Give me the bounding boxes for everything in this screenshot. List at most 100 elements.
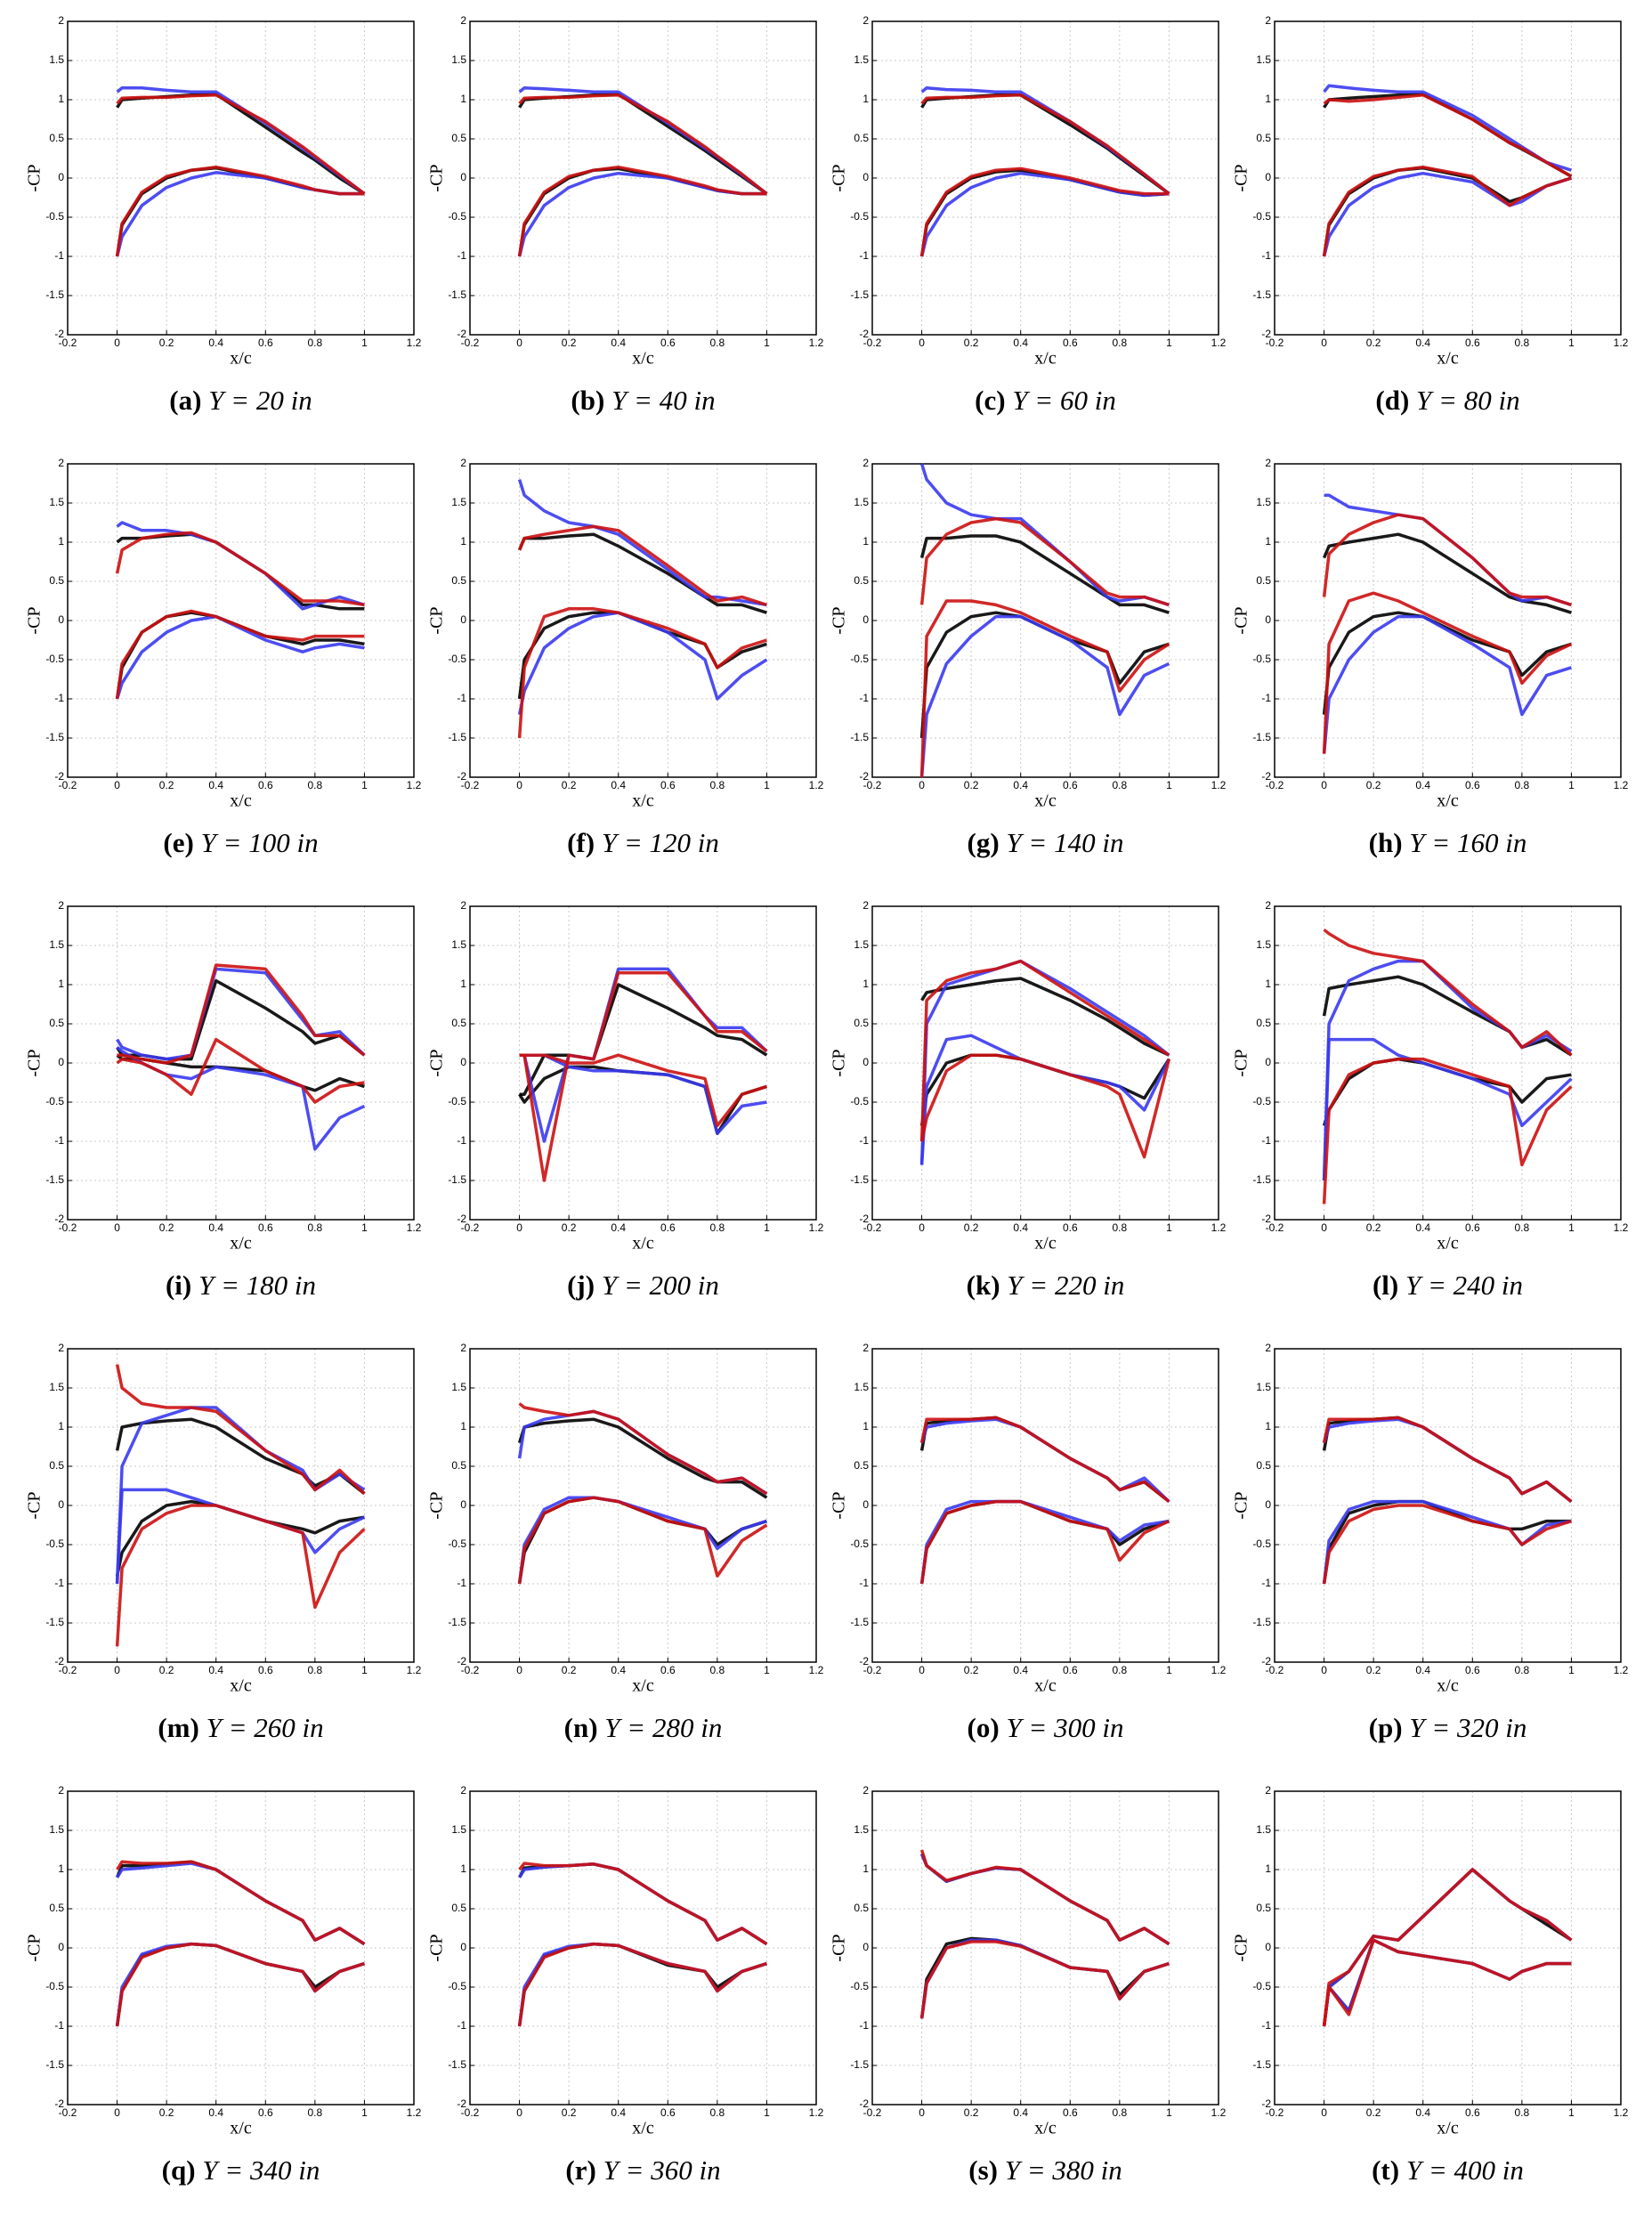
caption-tag: (j) — [567, 1270, 595, 1301]
y-tick-label: 0 — [460, 171, 466, 183]
y-tick-label: 0 — [460, 613, 466, 626]
x-tick-label: 0.4 — [208, 337, 223, 349]
y-tick-label: -0.5 — [448, 1095, 466, 1108]
x-tick-label: 0.2 — [1366, 337, 1381, 349]
x-tick-label: 0.8 — [1515, 337, 1530, 349]
y-tick-label: 1 — [460, 535, 466, 548]
caption-tag: (e) — [163, 827, 193, 858]
x-tick-label: 1 — [361, 337, 368, 349]
y-tick-label: -1.5 — [1252, 731, 1271, 743]
series-line — [1322, 591, 1573, 754]
series-line — [1322, 1416, 1573, 1503]
plot-background — [872, 906, 1219, 1220]
x-tick-label: 0.2 — [1366, 779, 1381, 791]
series-line — [1322, 1938, 1572, 2027]
series-line — [919, 599, 1170, 778]
series-line — [1322, 1037, 1573, 1181]
caption-text: Y = 400 in — [1406, 2154, 1524, 2186]
x-tick-label: -0.2 — [863, 1664, 882, 1676]
y-tick-label: -1 — [54, 692, 64, 704]
series-line — [115, 1364, 366, 1496]
series-line — [1322, 1868, 1573, 2027]
caption: (f) Y = 120 in — [567, 827, 719, 858]
x-tick-label: -0.2 — [1266, 1664, 1284, 1676]
y-tick-label: 1.5 — [451, 1823, 466, 1836]
x-tick-label: 0.2 — [159, 2106, 174, 2119]
x-tick-label: 0.6 — [1063, 779, 1078, 791]
x-axis-label: x/c — [1437, 1676, 1459, 1696]
x-tick-label: 0.6 — [1465, 1664, 1480, 1676]
x-axis-label: x/c — [230, 1234, 252, 1254]
series-line — [1323, 929, 1573, 1057]
x-tick-label: 0.8 — [1113, 1664, 1128, 1676]
y-tick-label: 1.5 — [1256, 496, 1271, 508]
x-tick-label: 1.2 — [1211, 779, 1227, 791]
y-tick-label: -1.5 — [1252, 2058, 1271, 2071]
caption-tag: (t) — [1372, 2154, 1399, 2186]
x-tick-label: -0.2 — [1266, 1221, 1284, 1234]
x-tick-label: 1.2 — [407, 2106, 422, 2119]
y-tick-label: -0.5 — [1252, 653, 1271, 665]
series-line — [1322, 1504, 1572, 1585]
x-tick-label: 0 — [919, 337, 925, 349]
y-tick-label: 0.5 — [451, 1017, 466, 1029]
panel: -0.2 0 0.2 0.4 0.6 0.8 1 1.2 -2 -1.5 -1 -0.5 0 0.5 1 1.… — [427, 457, 824, 858]
y-tick-label: -1.5 — [850, 731, 869, 743]
series-line — [1322, 532, 1572, 614]
x-tick-label: 0.4 — [1415, 779, 1430, 791]
x-tick-label: 1.2 — [407, 1221, 422, 1234]
x-tick-label: 0.2 — [562, 1664, 577, 1676]
y-tick-label: -1 — [54, 2019, 64, 2032]
y-tick-label: -1 — [859, 692, 869, 704]
y-tick-label: 0.5 — [49, 1902, 64, 1914]
y-tick-label: 1 — [58, 93, 64, 105]
y-tick-label: 1 — [1265, 1420, 1271, 1432]
x-tick-label: 0 — [516, 1664, 522, 1676]
x-tick-label: 1 — [1166, 779, 1172, 791]
x-tick-label: -0.2 — [59, 2106, 77, 2119]
x-tick-label: 0 — [114, 2106, 120, 2119]
x-tick-label: 1.2 — [1211, 1221, 1227, 1234]
caption-text: Y = 60 in — [1012, 385, 1116, 416]
panel: -0.2 0 0.2 0.4 0.6 0.8 1 1.2 -2 -1.5 -1 -0.5 0 0.5 1 1.… — [25, 14, 422, 416]
y-tick-label: 1 — [58, 1420, 64, 1432]
caption-text: Y = 120 in — [602, 827, 719, 858]
x-tick-label: 1 — [1568, 337, 1575, 349]
x-tick-label: 0 — [919, 1664, 925, 1676]
y-tick-label: 1.5 — [49, 1381, 64, 1393]
y-axis-label: -CP — [25, 1934, 45, 1961]
y-tick-label: 0 — [58, 1498, 64, 1511]
x-tick-label: 0.8 — [308, 337, 323, 349]
x-tick-label: -0.2 — [461, 779, 480, 791]
x-tick-label: 1 — [1568, 1221, 1575, 1234]
caption: (b) Y = 40 in — [571, 385, 715, 416]
caption: (d) Y = 80 in — [1375, 385, 1519, 416]
x-tick-label: 1.2 — [1614, 2106, 1629, 2119]
y-tick-label: 1 — [460, 1420, 466, 1432]
plot-background — [68, 1791, 414, 2105]
y-tick-label: 2 — [460, 14, 466, 27]
x-tick-label: 0.6 — [1465, 779, 1480, 791]
x-tick-label: 0.4 — [1415, 1664, 1430, 1676]
y-tick-label: 0.5 — [49, 1017, 64, 1029]
series-line — [919, 614, 1170, 778]
y-tick-label: -1 — [457, 2019, 466, 2032]
y-axis-label: -CP — [427, 1049, 447, 1076]
series-line — [919, 1416, 1170, 1503]
caption-text: Y = 40 in — [611, 385, 716, 416]
plot-background — [68, 464, 414, 777]
plot-background — [68, 21, 414, 335]
x-axis-label: x/c — [1034, 1676, 1057, 1696]
x-tick-label: 0.2 — [562, 2106, 577, 2119]
x-tick-label: 1 — [361, 1664, 368, 1676]
y-tick-label: 2 — [1265, 14, 1271, 27]
y-tick-label: -1 — [54, 1577, 64, 1589]
x-tick-label: 0.2 — [964, 1664, 979, 1676]
y-tick-label: 2 — [460, 1784, 466, 1797]
series-line — [919, 959, 1170, 1142]
caption: (c) Y = 60 in — [975, 385, 1116, 416]
x-tick-label: 0.8 — [308, 1664, 323, 1676]
x-tick-label: 0.2 — [159, 337, 174, 349]
y-tick-label: -1.5 — [448, 1616, 466, 1628]
y-tick-label: 1.5 — [854, 1381, 869, 1393]
